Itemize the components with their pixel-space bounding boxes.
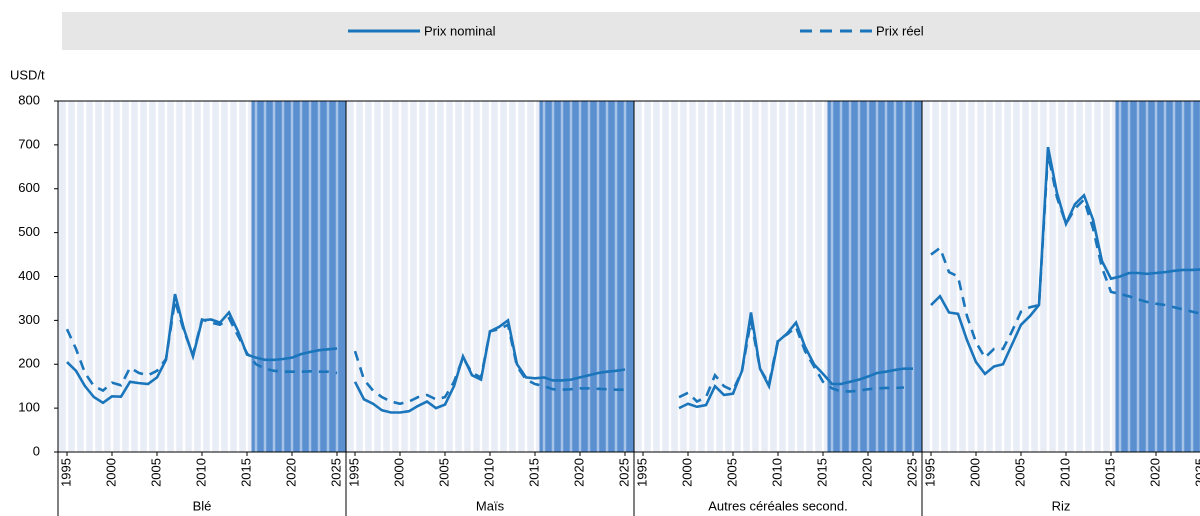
x-tick-label: 2005	[436, 458, 451, 487]
series-line	[65, 300, 338, 393]
series-line	[930, 146, 1200, 376]
y-tick-label: 300	[18, 312, 40, 327]
y-tick-label: 400	[18, 268, 40, 283]
x-tick-label: 2015	[526, 458, 541, 487]
legend-box	[62, 12, 1200, 50]
projection-shade	[827, 101, 922, 452]
x-tick-label: 2000	[967, 458, 982, 487]
y-tick-label: 500	[18, 224, 40, 239]
y-tick-label: 600	[18, 180, 40, 195]
x-tick-label: 2025	[1192, 458, 1200, 487]
legend-label: Prix réel	[876, 23, 924, 38]
y-tick-label: 800	[18, 92, 40, 107]
x-tick-label: 1995	[922, 458, 937, 487]
y-tick-label: 700	[18, 136, 40, 151]
x-tick-label: 1995	[346, 458, 361, 487]
x-tick-label: 2020	[571, 458, 586, 487]
panel	[634, 101, 922, 452]
x-tick-label: 2010	[481, 458, 496, 487]
legend-label: Prix nominal	[424, 23, 496, 38]
panel	[58, 101, 346, 452]
series-line	[678, 320, 905, 404]
x-tick-label: 2025	[328, 458, 343, 487]
panel	[922, 101, 1200, 452]
panel-label: Maïs	[476, 498, 505, 513]
x-tick-label: 2025	[616, 458, 631, 487]
x-tick-label: 2000	[391, 458, 406, 487]
x-tick-label: 2005	[724, 458, 739, 487]
panel-label: Riz	[1052, 498, 1071, 513]
y-tick-label: 200	[18, 356, 40, 371]
series-line	[930, 153, 1200, 360]
x-tick-label: 2010	[1057, 458, 1072, 487]
x-tick-label: 2025	[904, 458, 919, 487]
x-tick-label: 1995	[58, 458, 73, 487]
y-tick-label: 100	[18, 400, 40, 415]
x-tick-label: 2000	[679, 458, 694, 487]
x-tick-label: 2020	[859, 458, 874, 487]
y-axis-label: USD/t	[10, 67, 45, 82]
panel-label: Autres céréales second.	[708, 498, 847, 513]
x-tick-label: 2010	[769, 458, 784, 487]
projection-shade	[251, 101, 346, 452]
x-tick-label: 2015	[814, 458, 829, 487]
panel-label: Blé	[193, 498, 212, 513]
x-tick-label: 2015	[1102, 458, 1117, 487]
x-tick-label: 1995	[634, 458, 649, 487]
x-tick-label: 2000	[103, 458, 118, 487]
x-tick-label: 2005	[1012, 458, 1027, 487]
x-tick-label: 2015	[238, 458, 253, 487]
panel	[346, 101, 634, 452]
x-tick-label: 2010	[193, 458, 208, 487]
series-line	[353, 322, 625, 406]
projection-shade	[539, 101, 634, 452]
y-tick-label: 0	[33, 443, 40, 458]
x-tick-label: 2020	[1147, 458, 1162, 487]
series-line	[678, 312, 913, 410]
x-tick-label: 2020	[283, 458, 298, 487]
x-tick-label: 2005	[148, 458, 163, 487]
